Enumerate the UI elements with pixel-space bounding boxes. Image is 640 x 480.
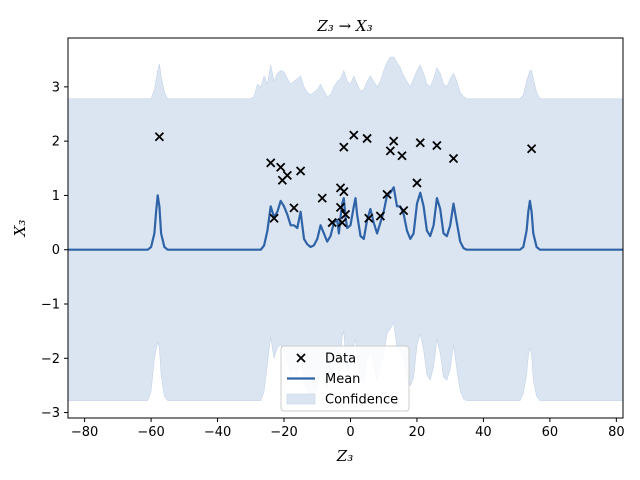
data-point-15 <box>339 186 349 197</box>
data-point-3 <box>269 213 279 223</box>
x-axis-label: Z₃ <box>336 447 353 465</box>
x-tick-label-7: 40 <box>475 425 492 440</box>
legend-label-mean: Mean <box>325 372 360 387</box>
y-tick-label-2: −2 <box>41 352 60 367</box>
legend-swatch-data <box>296 353 306 363</box>
data-point-19 <box>364 213 374 223</box>
x-tick-label-6: 20 <box>409 425 426 440</box>
data-point-7 <box>289 203 299 213</box>
data-point-27 <box>415 138 425 148</box>
data-point-4 <box>276 162 286 172</box>
x-tick-label-2: −60 <box>137 425 164 440</box>
data-point-18 <box>362 133 372 144</box>
mean-line <box>68 186 623 251</box>
data-point-12 <box>335 202 346 213</box>
data-point-29 <box>448 153 459 164</box>
data-point-20 <box>375 211 386 221</box>
data-point-17 <box>349 130 359 140</box>
data-point-23 <box>389 136 399 146</box>
data-point-6 <box>282 170 292 180</box>
data-point-25 <box>399 205 409 216</box>
y-axis-label: X₃ <box>11 220 29 238</box>
axes: −80 −60 −40 −20 0 20 40 60 80 −3 −2 −1 0 1 2 3 <box>41 37 625 440</box>
chart-title: Z₃ → X₃ <box>316 17 372 35</box>
legend: Data Mean Confidence <box>280 345 410 412</box>
data-point-28 <box>432 140 442 151</box>
plot-area <box>68 56 623 401</box>
data-point-16 <box>340 209 351 220</box>
y-tick-label-6: 2 <box>52 135 60 150</box>
axes-frame <box>67 37 624 419</box>
y-tick-label-4: 0 <box>52 243 60 258</box>
data-point-30 <box>526 144 537 154</box>
y-tick-label-1: −3 <box>41 406 60 421</box>
data-point-10 <box>327 217 337 228</box>
y-tick-label-7: 3 <box>52 80 60 95</box>
y-tick-label-3: −1 <box>41 298 60 313</box>
data-point-21 <box>382 189 392 199</box>
x-tick-label-5: 0 <box>346 425 354 440</box>
data-point-2 <box>266 158 276 168</box>
x-tick-label-8: 60 <box>542 425 559 440</box>
data-point-1 <box>154 132 165 142</box>
x-tick-label-1: −80 <box>71 425 98 440</box>
y-tick-label-5: 1 <box>52 189 60 204</box>
data-point-22 <box>385 146 396 156</box>
data-point-9 <box>317 193 327 203</box>
legend-swatch-confidence <box>286 393 316 405</box>
data-point-8 <box>295 166 306 176</box>
x-tick-label-4: −20 <box>270 425 297 440</box>
legend-label-data: Data <box>325 352 356 367</box>
data-point-14 <box>339 142 349 152</box>
legend-label-confidence: Confidence <box>325 393 398 408</box>
x-tick-label-3: −40 <box>204 425 231 440</box>
data-point-26 <box>412 178 422 188</box>
data-point-13 <box>337 217 347 228</box>
x-tick-label-9: 80 <box>608 425 625 440</box>
plot-clip-group <box>68 56 623 401</box>
data-point-24 <box>397 151 407 161</box>
